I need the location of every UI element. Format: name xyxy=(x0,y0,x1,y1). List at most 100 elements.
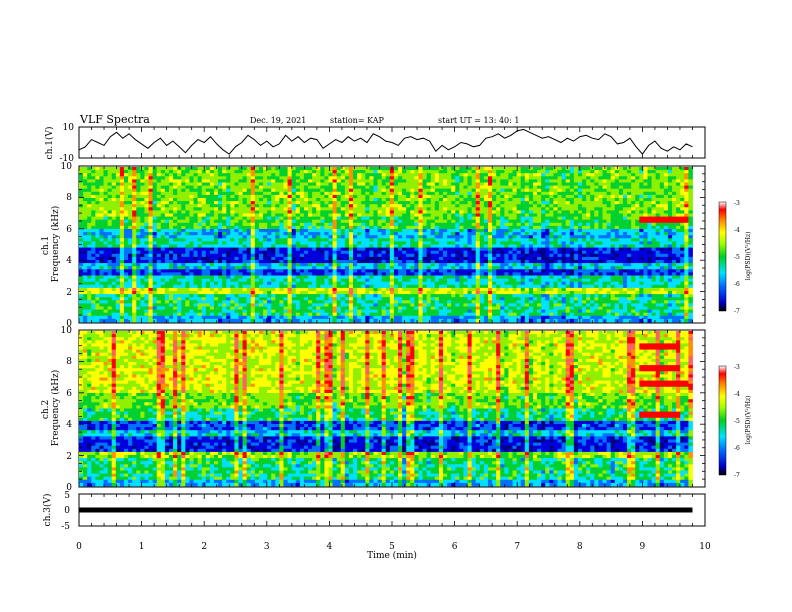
spectrogram-cell xyxy=(520,216,526,221)
spectrogram-cell xyxy=(688,194,693,199)
spectrogram-cell xyxy=(136,182,141,186)
spectrogram-cell xyxy=(631,191,636,196)
spectrogram-cell xyxy=(287,250,293,255)
spectrogram-cell xyxy=(353,256,358,261)
spectrogram-cell xyxy=(263,216,268,221)
spectrogram-cell xyxy=(185,219,190,224)
spectrogram-cell xyxy=(173,191,178,196)
spectrogram-cell xyxy=(537,213,542,217)
spectrogram-cell xyxy=(492,260,497,264)
spectrogram-cell xyxy=(324,179,329,183)
spectrogram-cell xyxy=(152,241,158,245)
spectrogram-cell xyxy=(667,222,673,227)
spectrogram-cell xyxy=(573,232,579,236)
spectrogram-cell xyxy=(177,269,182,273)
spectrogram-cell xyxy=(614,244,620,248)
spectrogram-cell xyxy=(393,201,399,205)
spectrogram-cell xyxy=(119,229,125,233)
spectrogram-cell xyxy=(79,176,84,180)
spectrogram-cell xyxy=(87,191,92,196)
spectrogram-cell xyxy=(95,204,100,208)
spectrogram-cell xyxy=(622,232,628,236)
spectrogram-cell xyxy=(676,222,681,227)
spectrogram-cell xyxy=(148,244,154,248)
spectrogram-cell xyxy=(365,219,370,224)
spectrogram-cell xyxy=(565,213,571,217)
spectrogram-cell xyxy=(83,256,88,261)
spectrogram-cell xyxy=(291,260,297,264)
spectrogram-cell xyxy=(275,194,280,199)
spectrogram-cell xyxy=(87,238,92,242)
spectrogram-cell xyxy=(328,182,333,186)
spectrogram-cell xyxy=(594,247,599,252)
spectrogram-cell xyxy=(487,266,493,270)
spectrogram-cell xyxy=(263,238,268,242)
spectrogram-cell xyxy=(385,179,391,183)
spectrogram-cell xyxy=(205,216,211,221)
spectrogram-cell xyxy=(303,210,309,214)
spectrogram-cell xyxy=(553,185,558,190)
spectrogram-cell xyxy=(197,198,203,202)
spectrogram-cell xyxy=(680,260,685,264)
spectrogram-cell xyxy=(181,213,186,217)
spectrogram-cell xyxy=(590,191,595,196)
spectrogram-cell xyxy=(586,260,591,264)
spectrogram-cell xyxy=(303,167,309,171)
spectrogram-cell xyxy=(242,266,248,270)
spectrogram-cell xyxy=(173,216,178,221)
spectrogram-cell xyxy=(299,182,305,186)
spectrogram-cell xyxy=(164,263,170,267)
spectrogram-cell xyxy=(655,253,661,258)
spectrogram-cell xyxy=(87,253,92,258)
spectrogram-cell xyxy=(573,188,579,193)
spectrogram-cell xyxy=(168,185,174,190)
spectrogram-cell xyxy=(320,222,325,227)
spectrogram-cell xyxy=(258,247,264,252)
spectrogram-cell xyxy=(295,229,301,233)
spectrogram-cell xyxy=(213,188,219,193)
spectrogram-cell xyxy=(459,241,464,245)
spectrogram-cell xyxy=(635,182,640,186)
spectrogram-cell xyxy=(353,167,358,171)
spectrogram-cell xyxy=(152,185,158,190)
spectrogram-cell xyxy=(643,204,648,208)
spectrogram-cell xyxy=(164,247,170,252)
spectrogram-cell xyxy=(377,198,383,202)
spectrogram-cell xyxy=(332,179,338,183)
spectrogram-cell xyxy=(459,238,464,242)
spectrogram-cell xyxy=(115,173,121,177)
spectrogram-cell xyxy=(226,170,231,174)
spectrogram-cell xyxy=(168,198,174,202)
spectrogram-cell xyxy=(340,173,346,177)
spectrogram-cell xyxy=(115,194,121,199)
spectrogram-cell xyxy=(471,266,477,270)
spectrogram-cell xyxy=(659,167,665,171)
spectrogram-cell xyxy=(500,250,505,255)
spectrogram-cell xyxy=(95,229,100,233)
spectrogram-cell xyxy=(467,263,473,267)
spectrogram-cell xyxy=(201,266,207,270)
spectrogram-cell xyxy=(275,188,280,193)
spectrogram-cell xyxy=(520,235,526,239)
spectrogram-cell xyxy=(136,266,141,270)
spectrogram-cell xyxy=(393,210,399,214)
spectrogram-cell xyxy=(218,266,223,270)
spectrogram-cell xyxy=(455,229,460,233)
spectrogram-cell xyxy=(479,191,485,196)
spectrogram-cell xyxy=(353,216,358,221)
spectrogram-cell xyxy=(254,188,260,193)
spectrogram-cell xyxy=(582,173,587,177)
spectrogram-cell xyxy=(434,216,440,221)
spectrogram-cell xyxy=(140,185,145,190)
spectrogram-cell xyxy=(160,250,166,255)
spectrogram-cell xyxy=(148,250,154,255)
spectrogram-cell xyxy=(115,232,121,236)
spectrogram-cell xyxy=(348,232,354,236)
spectrogram-cell xyxy=(586,179,591,183)
spectrogram-cell xyxy=(173,185,178,190)
spectrogram-cell xyxy=(516,216,522,221)
spectrogram-cell xyxy=(418,170,423,174)
spectrogram-cell xyxy=(332,266,338,270)
spectrogram-cell xyxy=(299,260,305,264)
spectrogram-cell xyxy=(541,229,546,233)
